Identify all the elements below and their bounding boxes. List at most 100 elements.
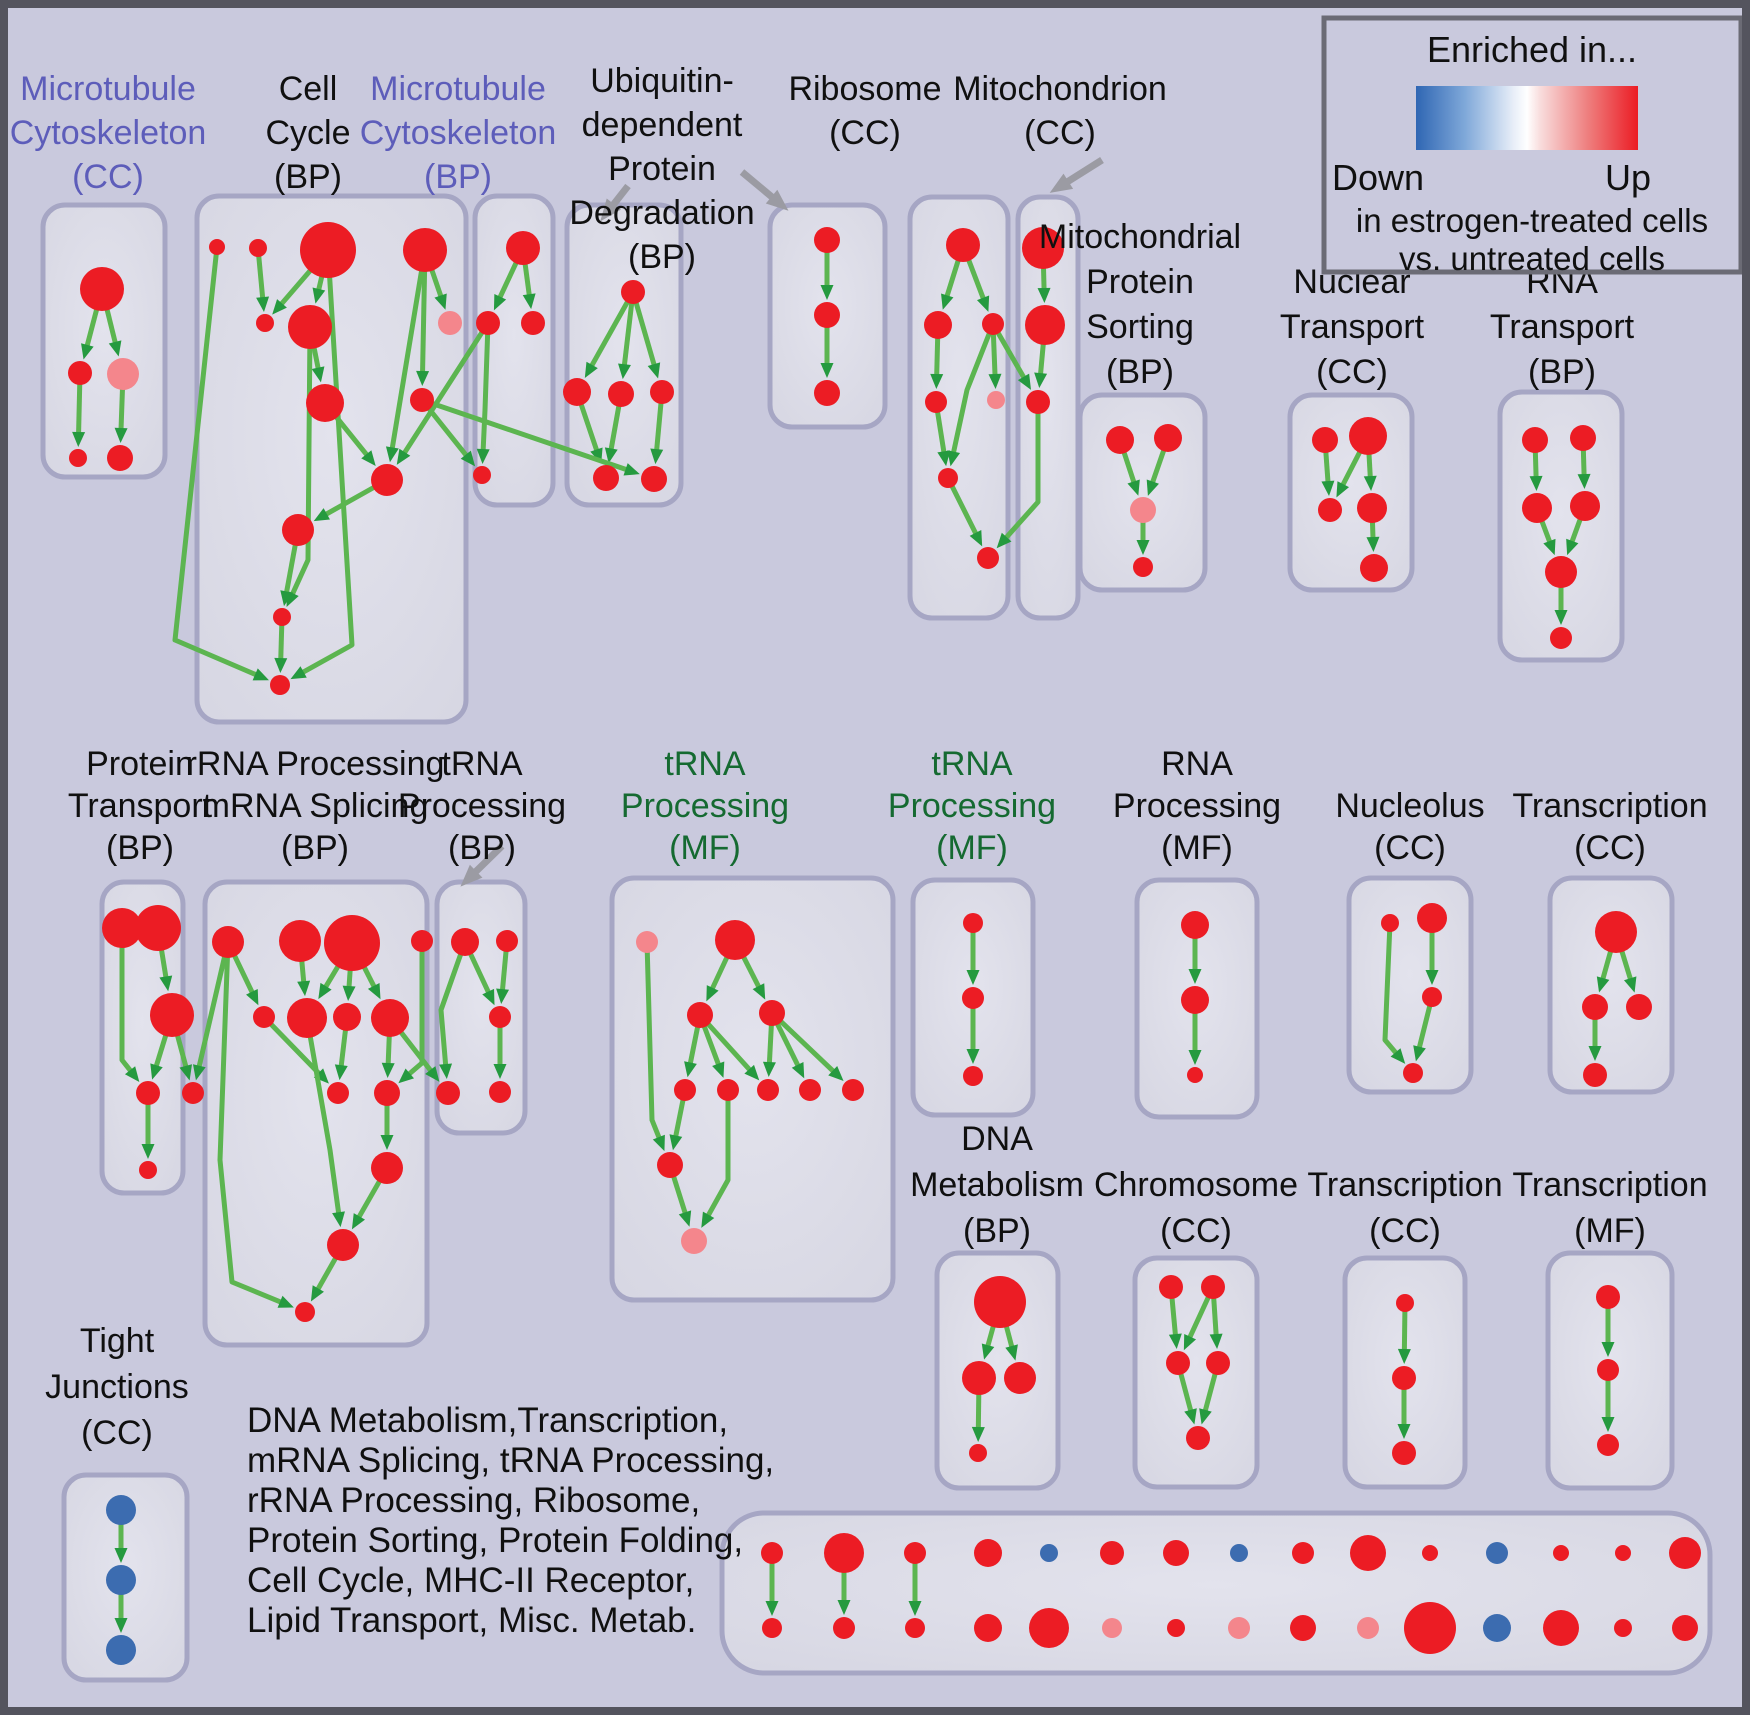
- tight-junctions-cc-label-line-1: Junctions: [45, 1368, 189, 1406]
- protein-transport-bp-edge-2-head: [150, 1063, 163, 1080]
- trna-processing-mf-large-edge-11: [703, 1090, 731, 1222]
- rrna-processing-mrna-splicing-bp-node-10: [371, 1152, 403, 1184]
- misc-cluster-node-29: [1672, 1615, 1698, 1641]
- rrna-processing-mrna-splicing-bp-edge-12-head: [310, 1285, 324, 1302]
- trna-processing-mf-large-edge-7-head: [828, 1065, 844, 1082]
- chromosome-cc-edge-4-head: [1199, 1408, 1212, 1425]
- trna-processing-bp-edge-1-head: [496, 988, 510, 1005]
- microtubule-cytoskeleton-cc-edge-2-head: [72, 431, 86, 448]
- rrna-processing-mrna-splicing-bp-edge-1-head: [297, 980, 311, 997]
- ubiquitin-degradation-bp-edge-2: [630, 291, 658, 371]
- rna-transport-bp-edge-2-head: [1543, 538, 1556, 556]
- trna-processing-mf-large-node-10: [681, 1228, 707, 1254]
- rna-transport-bp-edge-4-head: [1554, 610, 1568, 625]
- nucleolus-cc-edge-1-head: [1425, 970, 1439, 985]
- cell-cycle-bp-node-5: [288, 305, 332, 349]
- nucleolus-cc-label-line-1: (CC): [1374, 829, 1446, 867]
- cell-cycle-bp-edge-7: [388, 249, 428, 454]
- nuclear-transport-cc-node-3: [1357, 493, 1387, 523]
- misc-cluster-node-2: [904, 1542, 926, 1564]
- microtubule-cytoskeleton-bp-edge-0-head: [493, 293, 507, 311]
- rna-transport-bp-label-line-1: Transport: [1490, 308, 1635, 346]
- trna-processing-mf-large-label-line-1: Processing: [621, 787, 789, 825]
- rna-transport-bp-label-line-2: (BP): [1528, 353, 1596, 391]
- misc-cluster-node-15: [762, 1618, 782, 1638]
- chromosome-cc-node-3: [1206, 1351, 1230, 1375]
- cell-cycle-bp-edge-8-head: [311, 366, 325, 383]
- nuclear-transport-cc-label-line-2: (CC): [1316, 353, 1388, 391]
- rna-transport-bp-node-1: [1570, 425, 1596, 451]
- trna-processing-mf-large-edge-8-head: [652, 1134, 665, 1152]
- cell-cycle-bp-edge-5-head: [434, 293, 447, 310]
- trna-processing-mf-large-label-line-2: (MF): [669, 829, 741, 867]
- misc-cluster-node-6: [1163, 1540, 1189, 1566]
- cell-cycle-bp-edge-1-head: [256, 296, 270, 313]
- cross-edge-3-head: [1017, 373, 1032, 390]
- ribosome-cc-node-1: [924, 311, 952, 339]
- ubiquitin-degradation-bp-edge-2-head: [647, 362, 661, 379]
- trna-processing-bp-node-4: [489, 1081, 511, 1103]
- trna-processing-mf-large-edge-9-head: [669, 1134, 683, 1151]
- trna-processing-mf-large-box: [609, 875, 896, 1303]
- chromosome-cc-node-2: [1166, 1351, 1190, 1375]
- trna-processing-mf-large-node-9: [657, 1152, 683, 1178]
- cell-cycle-bp-edge-12-head: [280, 590, 294, 607]
- misc-cluster-node-5: [1100, 1541, 1124, 1565]
- chromosome-cc-edge-0-head: [1168, 1333, 1182, 1350]
- microtubule-cytoskeleton-cc-node-3: [69, 449, 87, 467]
- cross-edge-5: [195, 941, 231, 1073]
- ubiquitin-degradation-bp-node-4: [593, 465, 619, 491]
- trna-processing-mf-large-node-6: [757, 1079, 779, 1101]
- cross-edge-4-head: [996, 532, 1012, 549]
- trna-processing-mf-large-node-3: [759, 1000, 785, 1026]
- rrna-processing-mrna-splicing-bp-edge-0-head: [246, 988, 259, 1006]
- mitochondrion-cc-node-1: [1025, 305, 1065, 345]
- misc-cluster-node-13: [1615, 1545, 1631, 1561]
- ribosome-cc-edge-0-head: [941, 293, 954, 310]
- cross-edge-0-head: [460, 450, 476, 467]
- rna-processing-mf-node-0: [1181, 911, 1209, 939]
- rrna-processing-mrna-splicing-bp-edge-7-head: [381, 1062, 395, 1079]
- misc-cluster-node-1: [824, 1533, 864, 1573]
- chromosome-cc-node-1: [1201, 1275, 1225, 1299]
- ribosome-cc-label-line-1: (CC): [829, 114, 901, 152]
- rrna-processing-mrna-splicing-bp-edge-2-head: [318, 982, 332, 1000]
- microtubule-cytoskeleton-bp-edge-1-head: [522, 293, 536, 310]
- trna-processing-mf-large-edge-3-head: [712, 1061, 725, 1078]
- label-pointer-arrow-1-head: [765, 189, 789, 211]
- legend-subtitle-2: vs. untreated cells: [1399, 240, 1665, 277]
- microtubule-cytoskeleton-cc-edge-3-head: [114, 427, 128, 444]
- dna-metabolism-bp-edge-2-head: [971, 1426, 985, 1443]
- misc-cluster-node-22: [1228, 1617, 1250, 1639]
- tight-junctions-cc-label-line-2: (CC): [81, 1414, 153, 1452]
- misc-clusters-text-line-2: rRNA Processing, Ribosome,: [247, 1481, 700, 1520]
- cell-cycle-bp-edge-4-head: [290, 666, 307, 680]
- trna-processing-mf-small-label-line-0: tRNA: [931, 745, 1013, 783]
- chromosome-cc-edge-2-head: [1209, 1333, 1223, 1350]
- transcription-mf-node-2: [1597, 1434, 1619, 1456]
- protein-transport-bp-node-2: [150, 993, 194, 1037]
- label-pointer-arrow-2-head: [1049, 173, 1074, 193]
- microtubule-cytoskeleton-cc-node-4: [107, 445, 133, 471]
- cell-cycle-bp-label-line-0: Cell: [279, 70, 338, 108]
- misc-cluster-node-11: [1486, 1542, 1508, 1564]
- misc-cluster-node-10: [1422, 1545, 1438, 1561]
- microtubule-cytoskeleton-cc-box: [40, 202, 168, 480]
- cell-cycle-bp-edge-11-head: [313, 508, 330, 522]
- mitochondrial-protein-sorting-bp-edge-1-head: [1146, 479, 1159, 496]
- ubiquitin-degradation-bp-edge-4-head: [604, 447, 618, 464]
- rrna-processing-mrna-splicing-bp-node-6: [333, 1003, 361, 1031]
- nucleolus-cc-node-1: [1417, 903, 1447, 933]
- misc-cluster-node-20: [1102, 1618, 1122, 1638]
- rrna-processing-mrna-splicing-bp-node-4: [253, 1006, 275, 1028]
- nucleolus-cc-edge-2-head: [1413, 1045, 1426, 1062]
- rna-transport-bp-edge-3-head: [1566, 538, 1579, 556]
- cell-cycle-bp-node-2: [300, 222, 356, 278]
- rrna-processing-mrna-splicing-bp-node-3: [411, 930, 433, 952]
- ubiquitin-degradation-bp-edge-1: [621, 291, 636, 371]
- microtubule-cytoskeleton-bp-node-3: [473, 466, 491, 484]
- ribosome-cc-node-5: [938, 468, 958, 488]
- misc-cluster-node-25: [1404, 1602, 1456, 1654]
- chromosome-cc-edge-3-head: [1184, 1408, 1197, 1425]
